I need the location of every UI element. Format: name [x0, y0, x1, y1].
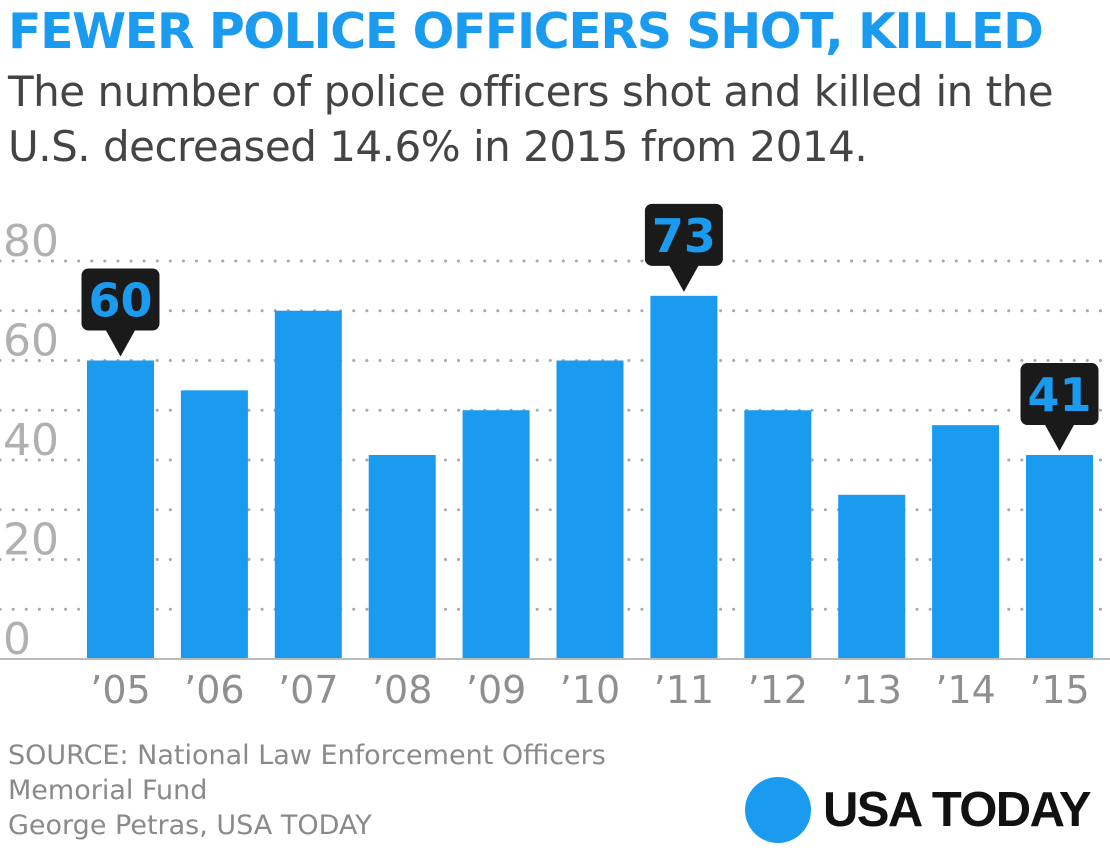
chart-subtitle: The number of police officers shot and k…: [8, 67, 1054, 171]
usa-today-logo: USA TODAY: [745, 777, 1092, 843]
bar: [1026, 455, 1093, 659]
bar: [744, 410, 812, 659]
bar: [838, 494, 906, 659]
callout-pointer: [668, 264, 699, 292]
callout-bubble: [644, 203, 723, 266]
x-tick-label: ’10: [560, 668, 620, 712]
x-tick-label: ’14: [935, 668, 995, 712]
x-tick-label: ’11: [654, 668, 714, 712]
x-tick-label: ’09: [466, 668, 526, 712]
bar: [368, 455, 436, 659]
bar-chart: 0 20 40 60 80 ’05 ’06 ’07 ’08 ’09 ’10 ’11 ’12 ’13 ’14 ’…: [0, 203, 1110, 712]
callout-pointer: [105, 329, 136, 357]
x-tick-label: ’13: [841, 668, 901, 712]
x-tick-label: ’06: [184, 668, 244, 712]
bar: [274, 310, 342, 659]
footer: SOURCE: National Law Enforcement Officer…: [8, 738, 606, 843]
chart-title: FEWER POLICE OFFICERS SHOT, KILLED: [8, 3, 1044, 60]
logo-text: USA TODAY: [823, 783, 1092, 837]
bar: [556, 360, 624, 659]
callout-bubble: [1020, 363, 1099, 426]
bar: [462, 410, 530, 659]
x-tick-label: ’08: [372, 668, 432, 712]
y-tick-label: 20: [3, 515, 59, 566]
logo-circle-icon: [745, 777, 811, 843]
callout-label: 60: [88, 274, 152, 328]
callout-label: 41: [1027, 368, 1091, 422]
bar: [932, 425, 1000, 659]
y-tick-label: 40: [3, 415, 59, 466]
source-line-2: Memorial Fund: [8, 775, 208, 806]
bar: [87, 360, 154, 659]
callout-pointer: [1044, 424, 1075, 452]
y-tick-label: 60: [3, 316, 59, 367]
credit-line: George Petras, USA TODAY: [8, 810, 372, 841]
callout-label: 73: [652, 209, 716, 263]
x-tick-label: ’07: [278, 668, 338, 712]
source-line-1: SOURCE: National Law Enforcement Officer…: [8, 740, 606, 771]
bar: [650, 295, 718, 659]
callout-bubble: [81, 268, 160, 331]
y-tick-label: 80: [3, 216, 59, 267]
y-tick-label: 0: [3, 614, 31, 665]
x-tick-label: ’12: [748, 668, 808, 712]
bar: [180, 390, 248, 659]
x-tick-label: ’15: [1029, 668, 1089, 712]
x-tick-label: ’05: [90, 668, 150, 712]
